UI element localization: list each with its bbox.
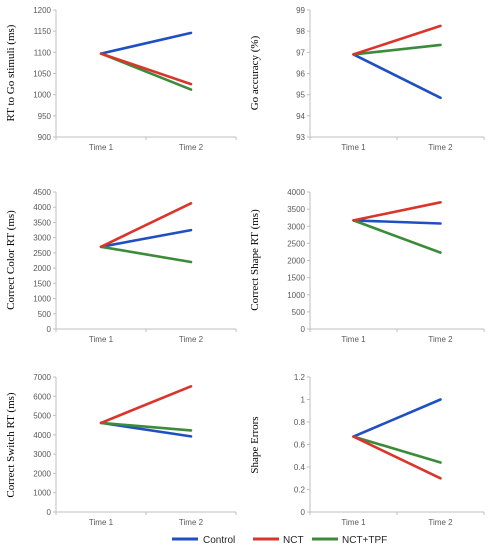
- legend-item: NCT+TPF: [312, 535, 387, 546]
- x-tick-label: Time 1: [341, 335, 366, 344]
- y-tick-label: 1.2: [294, 373, 306, 382]
- y-tick-label: 5000: [33, 412, 51, 421]
- y-tick-label: 0.4: [294, 463, 306, 472]
- y-tick-label: 1200: [33, 6, 51, 15]
- y-tick-label: 2000: [287, 257, 305, 266]
- y-tick-label: 4500: [33, 188, 51, 197]
- x-tick-label: Time 2: [179, 518, 204, 527]
- y-tick-label: 1: [301, 396, 306, 405]
- y-axis-label: Shape Errors: [249, 416, 261, 473]
- y-tick-label: 4000: [33, 203, 51, 212]
- y-tick-label: 1050: [33, 70, 51, 79]
- y-tick-label: 1150: [34, 27, 52, 36]
- legend: Control NCT NCT+TPF: [172, 535, 387, 546]
- y-tick-label: 98: [296, 27, 305, 36]
- y-tick-label: 99: [296, 6, 305, 15]
- y-tick-label: 3000: [287, 222, 305, 231]
- y-tick-label: 2000: [33, 264, 51, 273]
- series-line-control: [99, 228, 193, 249]
- y-axis-label: Go accuracy (%): [249, 35, 261, 110]
- x-tick-label: Time 2: [179, 143, 204, 152]
- y-axis-label: RT to Go stimuli (ms): [5, 24, 17, 121]
- y-axis-label: Correct Switch RT (ms): [5, 392, 17, 497]
- y-tick-label: 0.8: [294, 418, 306, 427]
- series-line-nct: [99, 384, 193, 425]
- x-tick-label: Time 1: [341, 143, 366, 152]
- y-tick-label: 900: [38, 133, 52, 142]
- series-line-nct-tpf: [99, 421, 193, 432]
- y-tick-label: 1000: [33, 295, 51, 304]
- legend-label: NCT+TPF: [342, 535, 387, 546]
- x-tick-label: Time 2: [179, 335, 204, 344]
- y-axis-label: Correct Color RT (ms): [5, 210, 17, 310]
- x-tick-label: Time 2: [428, 143, 453, 152]
- chart-panel: 0 0.2 0.4 0.6 0.8 1 1.2 Time 1 Time 2 Shape Error…: [249, 373, 485, 527]
- y-tick-label: 1000: [33, 489, 51, 498]
- series-line-nct: [352, 24, 442, 56]
- y-tick-label: 1500: [33, 279, 51, 288]
- legend-item: Control: [172, 535, 235, 546]
- y-tick-label: 0: [301, 508, 306, 517]
- x-tick-label: Time 1: [89, 143, 114, 152]
- y-tick-label: 0: [301, 325, 306, 334]
- y-tick-label: 6000: [33, 392, 51, 401]
- series-line-nct: [352, 435, 442, 480]
- series-line-nct: [99, 52, 193, 86]
- y-tick-label: 93: [296, 133, 305, 142]
- y-tick-label: 0: [47, 325, 52, 334]
- y-tick-label: 2500: [287, 239, 305, 248]
- series-line-nct-tpf: [352, 219, 442, 254]
- x-tick-label: Time 2: [428, 335, 453, 344]
- legend-label: NCT: [283, 535, 304, 546]
- y-tick-label: 2500: [33, 249, 51, 258]
- y-tick-label: 1000: [287, 291, 305, 300]
- y-tick-label: 0: [47, 508, 52, 517]
- x-tick-label: Time 1: [89, 335, 114, 344]
- chart-panel: 0 500 1000 1500 2000 2500 3000 3500 4000 Time 1 Ti…: [249, 188, 485, 344]
- y-tick-label: 3500: [33, 218, 51, 227]
- legend-label: Control: [203, 535, 235, 546]
- y-tick-label: 94: [296, 112, 305, 121]
- series-line-nct: [99, 202, 193, 249]
- y-tick-label: 3000: [33, 450, 51, 459]
- x-tick-label: Time 1: [341, 518, 366, 527]
- y-tick-label: 500: [38, 310, 52, 319]
- chart-panel: 900 950 1000 1050 1100 1150 1200 Time 1 Time 2 RT…: [5, 6, 237, 152]
- series-line-nct-tpf: [352, 435, 442, 464]
- x-tick-label: Time 1: [89, 518, 114, 527]
- series-line-control: [352, 53, 442, 100]
- y-tick-label: 0.2: [294, 486, 306, 495]
- y-tick-label: 1100: [34, 48, 52, 57]
- series-line-nct-tpf: [99, 245, 193, 264]
- y-tick-label: 3500: [287, 205, 305, 214]
- y-tick-label: 97: [296, 48, 305, 57]
- series-line-control: [99, 31, 193, 55]
- y-tick-label: 500: [292, 308, 306, 317]
- series-line-nct: [352, 201, 442, 222]
- y-tick-label: 4000: [287, 188, 305, 197]
- y-tick-label: 3000: [33, 234, 51, 243]
- chart-panel: 0 500 1000 1500 2000 2500 3000 3500 4000 4500 Time…: [5, 188, 237, 344]
- y-tick-label: 4000: [33, 431, 51, 440]
- x-tick-label: Time 2: [428, 518, 453, 527]
- y-tick-label: 950: [38, 112, 52, 121]
- y-tick-label: 2000: [33, 469, 51, 478]
- legend-item: NCT: [253, 535, 304, 546]
- y-axis-label: Correct Shape RT (ms): [249, 209, 261, 311]
- y-tick-label: 96: [296, 70, 305, 79]
- y-tick-label: 0.6: [294, 441, 306, 450]
- series-line-control: [352, 219, 442, 225]
- chart-panel: 0 1000 2000 3000 4000 5000 6000 7000 Time 1 Time …: [5, 373, 237, 527]
- y-tick-label: 1500: [287, 274, 305, 283]
- series-line-nct-tpf: [352, 43, 442, 56]
- series-line-control: [352, 398, 442, 438]
- y-tick-label: 7000: [33, 373, 51, 382]
- y-tick-label: 1000: [33, 91, 51, 100]
- y-tick-label: 95: [296, 91, 305, 100]
- chart-panel: 93 94 95 96 97 98 99 Time 1 Time 2 Go accuracy (%…: [249, 6, 485, 152]
